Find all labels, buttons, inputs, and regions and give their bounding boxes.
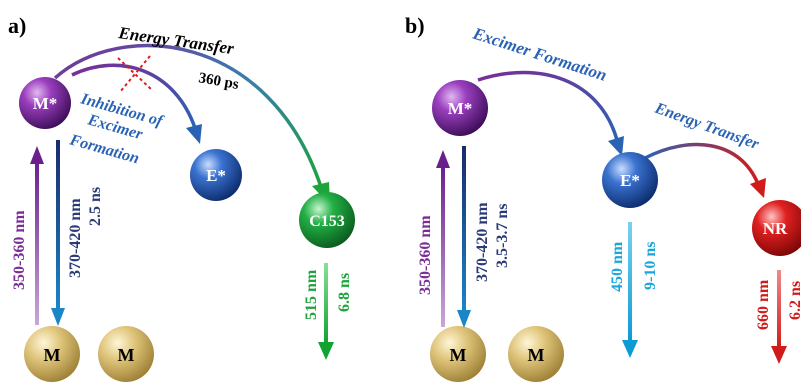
acceptor-sphere-c153	[299, 192, 355, 248]
energy-transfer-label-a: Energy Transfer	[116, 23, 235, 58]
emission-arrowhead-a	[51, 308, 65, 326]
excimer-lifetime-label: 9-10 ns	[642, 242, 659, 290]
excitation-arrow-b	[441, 165, 445, 327]
ground-label-b-1: M	[450, 345, 467, 365]
ground-sphere-a-1	[24, 326, 80, 382]
excimer-label-a: E*	[206, 166, 226, 185]
acceptor-emission-arrowhead-b	[771, 346, 787, 364]
emission-label-b: 370-420 nm	[474, 202, 491, 282]
acceptor-emission-arrowhead-a	[318, 342, 334, 360]
acceptor-sphere-nr	[752, 200, 801, 256]
panel-a-label: a)	[8, 13, 26, 38]
excitation-arrowhead-a	[30, 146, 44, 164]
acceptor-lifetime-a: 6.8 ns	[336, 273, 353, 312]
energy-transfer-time-a: 360 ps	[197, 70, 240, 93]
acceptor-label-c153: C153	[309, 213, 345, 230]
emission-lifetime-b: 3.5-3.7 ns	[494, 204, 511, 268]
excimer-sphere-b	[602, 152, 658, 208]
monomer-excited-label-a: M*	[33, 94, 58, 113]
acceptor-emission-label-b: 660 nm	[755, 279, 772, 330]
ground-sphere-a-2	[98, 326, 154, 382]
ground-sphere-b-1	[430, 326, 486, 382]
acceptor-lifetime-b: 6.2 ns	[787, 281, 801, 320]
blocked-cross-icon	[117, 55, 153, 93]
ground-label-b-2: M	[528, 345, 545, 365]
inhibition-arrowhead	[186, 124, 202, 144]
emission-lifetime-a: 2.5 ns	[87, 187, 104, 226]
excimer-emission-label: 450 nm	[609, 241, 626, 292]
excitation-arrowhead-b	[436, 150, 450, 168]
energy-transfer-arrowhead-b	[750, 178, 766, 198]
excimer-emission-arrow	[628, 222, 632, 340]
ground-label-a-2: M	[118, 345, 135, 365]
panel-b-label: b)	[405, 13, 425, 38]
monomer-excited-sphere-b	[432, 80, 488, 136]
excitation-label-a: 350-360 nm	[11, 210, 28, 290]
excimer-emission-arrowhead	[622, 340, 638, 358]
emission-arrowhead-b	[457, 310, 471, 328]
acceptor-label-nr: NR	[763, 219, 788, 238]
acceptor-emission-arrow-a	[324, 263, 328, 343]
excimer-sphere-a	[190, 149, 242, 201]
excitation-arrow-a	[35, 160, 39, 325]
monomer-excited-sphere-a	[19, 77, 71, 129]
energy-transfer-arrow-a	[53, 43, 324, 191]
ground-sphere-b-2	[508, 326, 564, 382]
acceptor-emission-arrow-b	[777, 270, 781, 348]
acceptor-emission-label-a: 515 nm	[303, 269, 320, 320]
emission-arrow-b	[462, 146, 466, 311]
inhibition-arrow	[71, 63, 197, 129]
excitation-label-b: 350-360 nm	[417, 215, 434, 295]
excimer-label-b: E*	[620, 171, 640, 190]
emission-label-a: 370-420 nm	[67, 198, 84, 278]
monomer-excited-label-b: M*	[448, 99, 473, 118]
excimer-formation-arrowhead	[608, 136, 624, 156]
emission-arrow-a	[56, 140, 60, 310]
excimer-formation-arrow	[477, 70, 619, 141]
energy-transfer-arrow-b	[644, 142, 760, 185]
ground-label-a-1: M	[44, 345, 61, 365]
